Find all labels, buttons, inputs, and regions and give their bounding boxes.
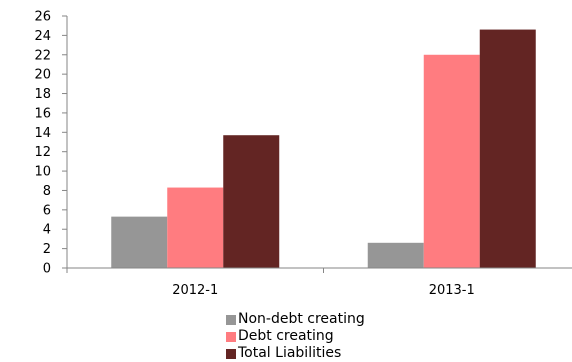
y-tick-label: 12 bbox=[34, 145, 51, 160]
y-tick-label: 10 bbox=[34, 165, 51, 180]
y-tick-label: 24 bbox=[34, 29, 51, 44]
x-tick-label: 2013-1 bbox=[429, 283, 475, 298]
legend-label-debt-creating: Debt creating bbox=[238, 328, 334, 344]
bar-debt-creating-2013-1 bbox=[423, 54, 480, 269]
legend-item-non-debt-creating: Non-debt creating bbox=[226, 311, 426, 328]
y-tick-label: 14 bbox=[34, 126, 51, 141]
bar-debt-creating-2012-1 bbox=[167, 187, 224, 268]
y-tick-label: 8 bbox=[43, 184, 51, 199]
legend-item-total-liabilities: Total Liabilities bbox=[226, 345, 426, 362]
y-tick-label: 22 bbox=[34, 48, 51, 63]
bar-total-liabilities-2013-1 bbox=[479, 29, 536, 269]
bars-group bbox=[111, 29, 536, 269]
legend-swatch-debt-creating bbox=[226, 331, 236, 342]
y-tick-label: 18 bbox=[34, 87, 51, 102]
legend-item-debt-creating: Debt creating bbox=[226, 328, 426, 345]
y-tick-label: 6 bbox=[43, 203, 51, 218]
legend: Non-debt creating Debt creating Total Li… bbox=[226, 311, 426, 362]
bar-non-debt-creating-2013-1 bbox=[367, 242, 424, 268]
legend-label-non-debt-creating: Non-debt creating bbox=[238, 311, 365, 327]
y-tick-label: 20 bbox=[34, 68, 51, 83]
y-tick-label: 4 bbox=[43, 223, 51, 238]
y-tick-label: 0 bbox=[43, 262, 51, 277]
x-axis-ticks: 2012-1 2013-1 bbox=[66, 268, 475, 298]
x-tick-label: 2012-1 bbox=[172, 283, 218, 298]
legend-swatch-non-debt-creating bbox=[226, 314, 236, 325]
bar-non-debt-creating-2012-1 bbox=[111, 216, 168, 268]
y-tick-label: 16 bbox=[34, 106, 51, 121]
y-tick-label: 26 bbox=[34, 10, 51, 25]
bar-total-liabilities-2012-1 bbox=[223, 135, 280, 268]
legend-label-total-liabilities: Total Liabilities bbox=[238, 345, 342, 361]
y-tick-label: 2 bbox=[43, 242, 51, 257]
legend-swatch-total-liabilities bbox=[226, 348, 236, 359]
